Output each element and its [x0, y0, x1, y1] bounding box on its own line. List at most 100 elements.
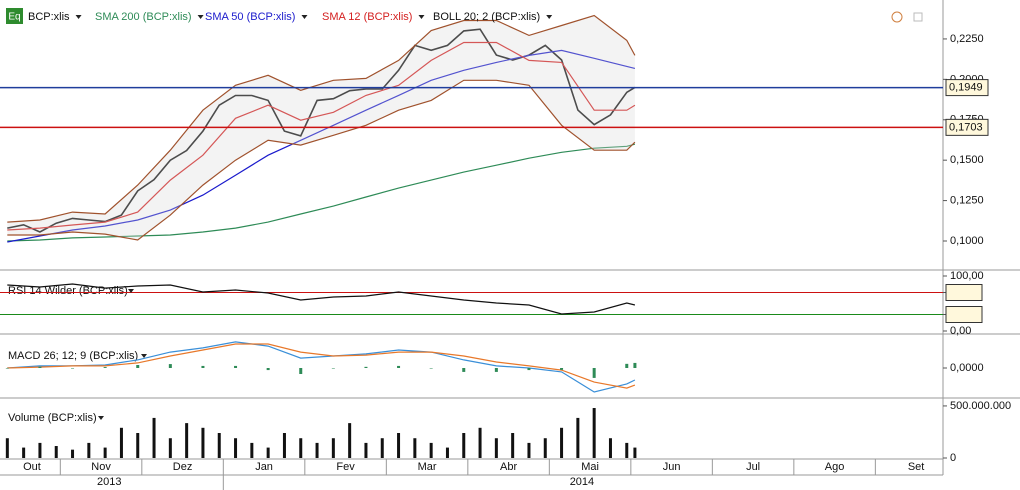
y-tick-label: 0,1250	[950, 194, 984, 206]
bar	[234, 365, 238, 368]
bar	[5, 438, 9, 458]
tool-icon[interactable]	[913, 12, 923, 22]
bar	[576, 417, 580, 458]
bar	[71, 368, 75, 369]
bar	[201, 427, 205, 458]
panel-title: Volume (BCP:xlis)	[8, 412, 97, 424]
bar	[38, 442, 42, 458]
series-line	[7, 49, 636, 243]
bar	[315, 442, 319, 458]
bar	[364, 366, 368, 368]
bar	[282, 433, 286, 458]
bar	[331, 368, 335, 369]
bar	[592, 368, 596, 378]
x-tick-label: Mai	[581, 461, 599, 473]
app-icon	[6, 8, 23, 24]
bar	[217, 433, 221, 458]
y-tick-label: 0	[950, 452, 956, 464]
bar	[560, 368, 564, 370]
dropdown-arrow	[418, 15, 425, 19]
bar	[168, 364, 172, 368]
panel-title: MACD 26; 12; 9 (BCP:xlis)	[8, 350, 138, 362]
bar	[201, 365, 205, 368]
x-tick-label: Jan	[255, 461, 273, 473]
price-label-box	[945, 79, 989, 97]
bar	[119, 427, 123, 458]
bar	[136, 433, 140, 458]
bar	[299, 438, 303, 458]
series-line	[7, 343, 636, 389]
bar	[185, 423, 189, 458]
x-tick-label: Fev	[336, 461, 355, 473]
x-tick-label: Out	[23, 461, 41, 473]
bar	[413, 438, 417, 458]
level-label-box	[945, 306, 983, 323]
price-label: 0,1703	[949, 121, 983, 133]
bar	[592, 408, 596, 458]
app-icon-text: Eq	[8, 12, 20, 23]
dropdown-arrow	[141, 354, 147, 358]
dropdown-arrow	[197, 15, 204, 19]
bar	[527, 442, 531, 458]
x-tick-label: Abr	[500, 461, 517, 473]
bar	[527, 368, 531, 371]
bar	[429, 368, 433, 369]
y-tick-label: 0,0000	[950, 362, 984, 374]
legend-entry: BCP:xlis	[28, 11, 70, 23]
y-tick-label: 0,1500	[950, 154, 984, 166]
bar	[429, 442, 433, 458]
bar	[266, 368, 270, 371]
bar	[266, 447, 270, 458]
price-label-box	[945, 118, 989, 136]
bar	[103, 447, 107, 458]
y-tick-label: 0,2250	[950, 33, 984, 45]
legend-entry: BOLL 20; 2 (BCP:xlis)	[433, 11, 540, 23]
x-tick-label: Dez	[173, 461, 193, 473]
bar	[494, 438, 498, 458]
bar	[364, 442, 368, 458]
bar	[136, 365, 140, 368]
level-label-box	[945, 284, 983, 301]
year-label: 2014	[570, 476, 594, 488]
year-label: 2013	[97, 476, 121, 488]
bar	[348, 423, 352, 458]
bar	[560, 427, 564, 458]
series-line	[7, 41, 636, 231]
y-tick-label: 0,00	[950, 325, 971, 337]
series-line	[7, 283, 636, 315]
bar	[633, 362, 637, 368]
dropdown-arrow	[75, 15, 82, 19]
bar	[250, 442, 254, 458]
bar	[633, 447, 637, 458]
y-tick-label: 100,00	[950, 270, 984, 282]
bar	[478, 427, 482, 458]
dropdown-arrow	[128, 289, 134, 293]
x-tick-label: Nov	[91, 461, 111, 473]
bar	[54, 446, 58, 458]
bar	[103, 367, 107, 368]
tool-icon[interactable]	[891, 11, 903, 23]
y-tick-label: 0,1000	[950, 235, 984, 247]
bar	[397, 365, 401, 368]
bar	[608, 438, 612, 458]
bar	[494, 368, 498, 372]
bar	[234, 438, 238, 458]
bar	[462, 433, 466, 458]
bar	[331, 438, 335, 458]
panel-title: RSI 14 Wilder (BCP:xlis)	[8, 285, 128, 297]
bar	[87, 442, 91, 458]
bar	[625, 442, 629, 458]
x-tick-label: Jun	[663, 461, 681, 473]
x-tick-label: Jul	[746, 461, 760, 473]
legend-entry: SMA 200 (BCP:xlis)	[95, 11, 192, 23]
dropdown-arrow	[546, 15, 553, 19]
dropdown-arrow	[98, 416, 104, 420]
legend-entry: SMA 12 (BCP:xlis)	[322, 11, 412, 23]
series-line	[7, 28, 636, 233]
bollinger-line	[7, 79, 636, 241]
bar	[511, 433, 515, 458]
bollinger-line	[7, 14, 636, 223]
bar	[543, 438, 547, 458]
y-tick-label: 500.000.000	[950, 400, 1011, 412]
